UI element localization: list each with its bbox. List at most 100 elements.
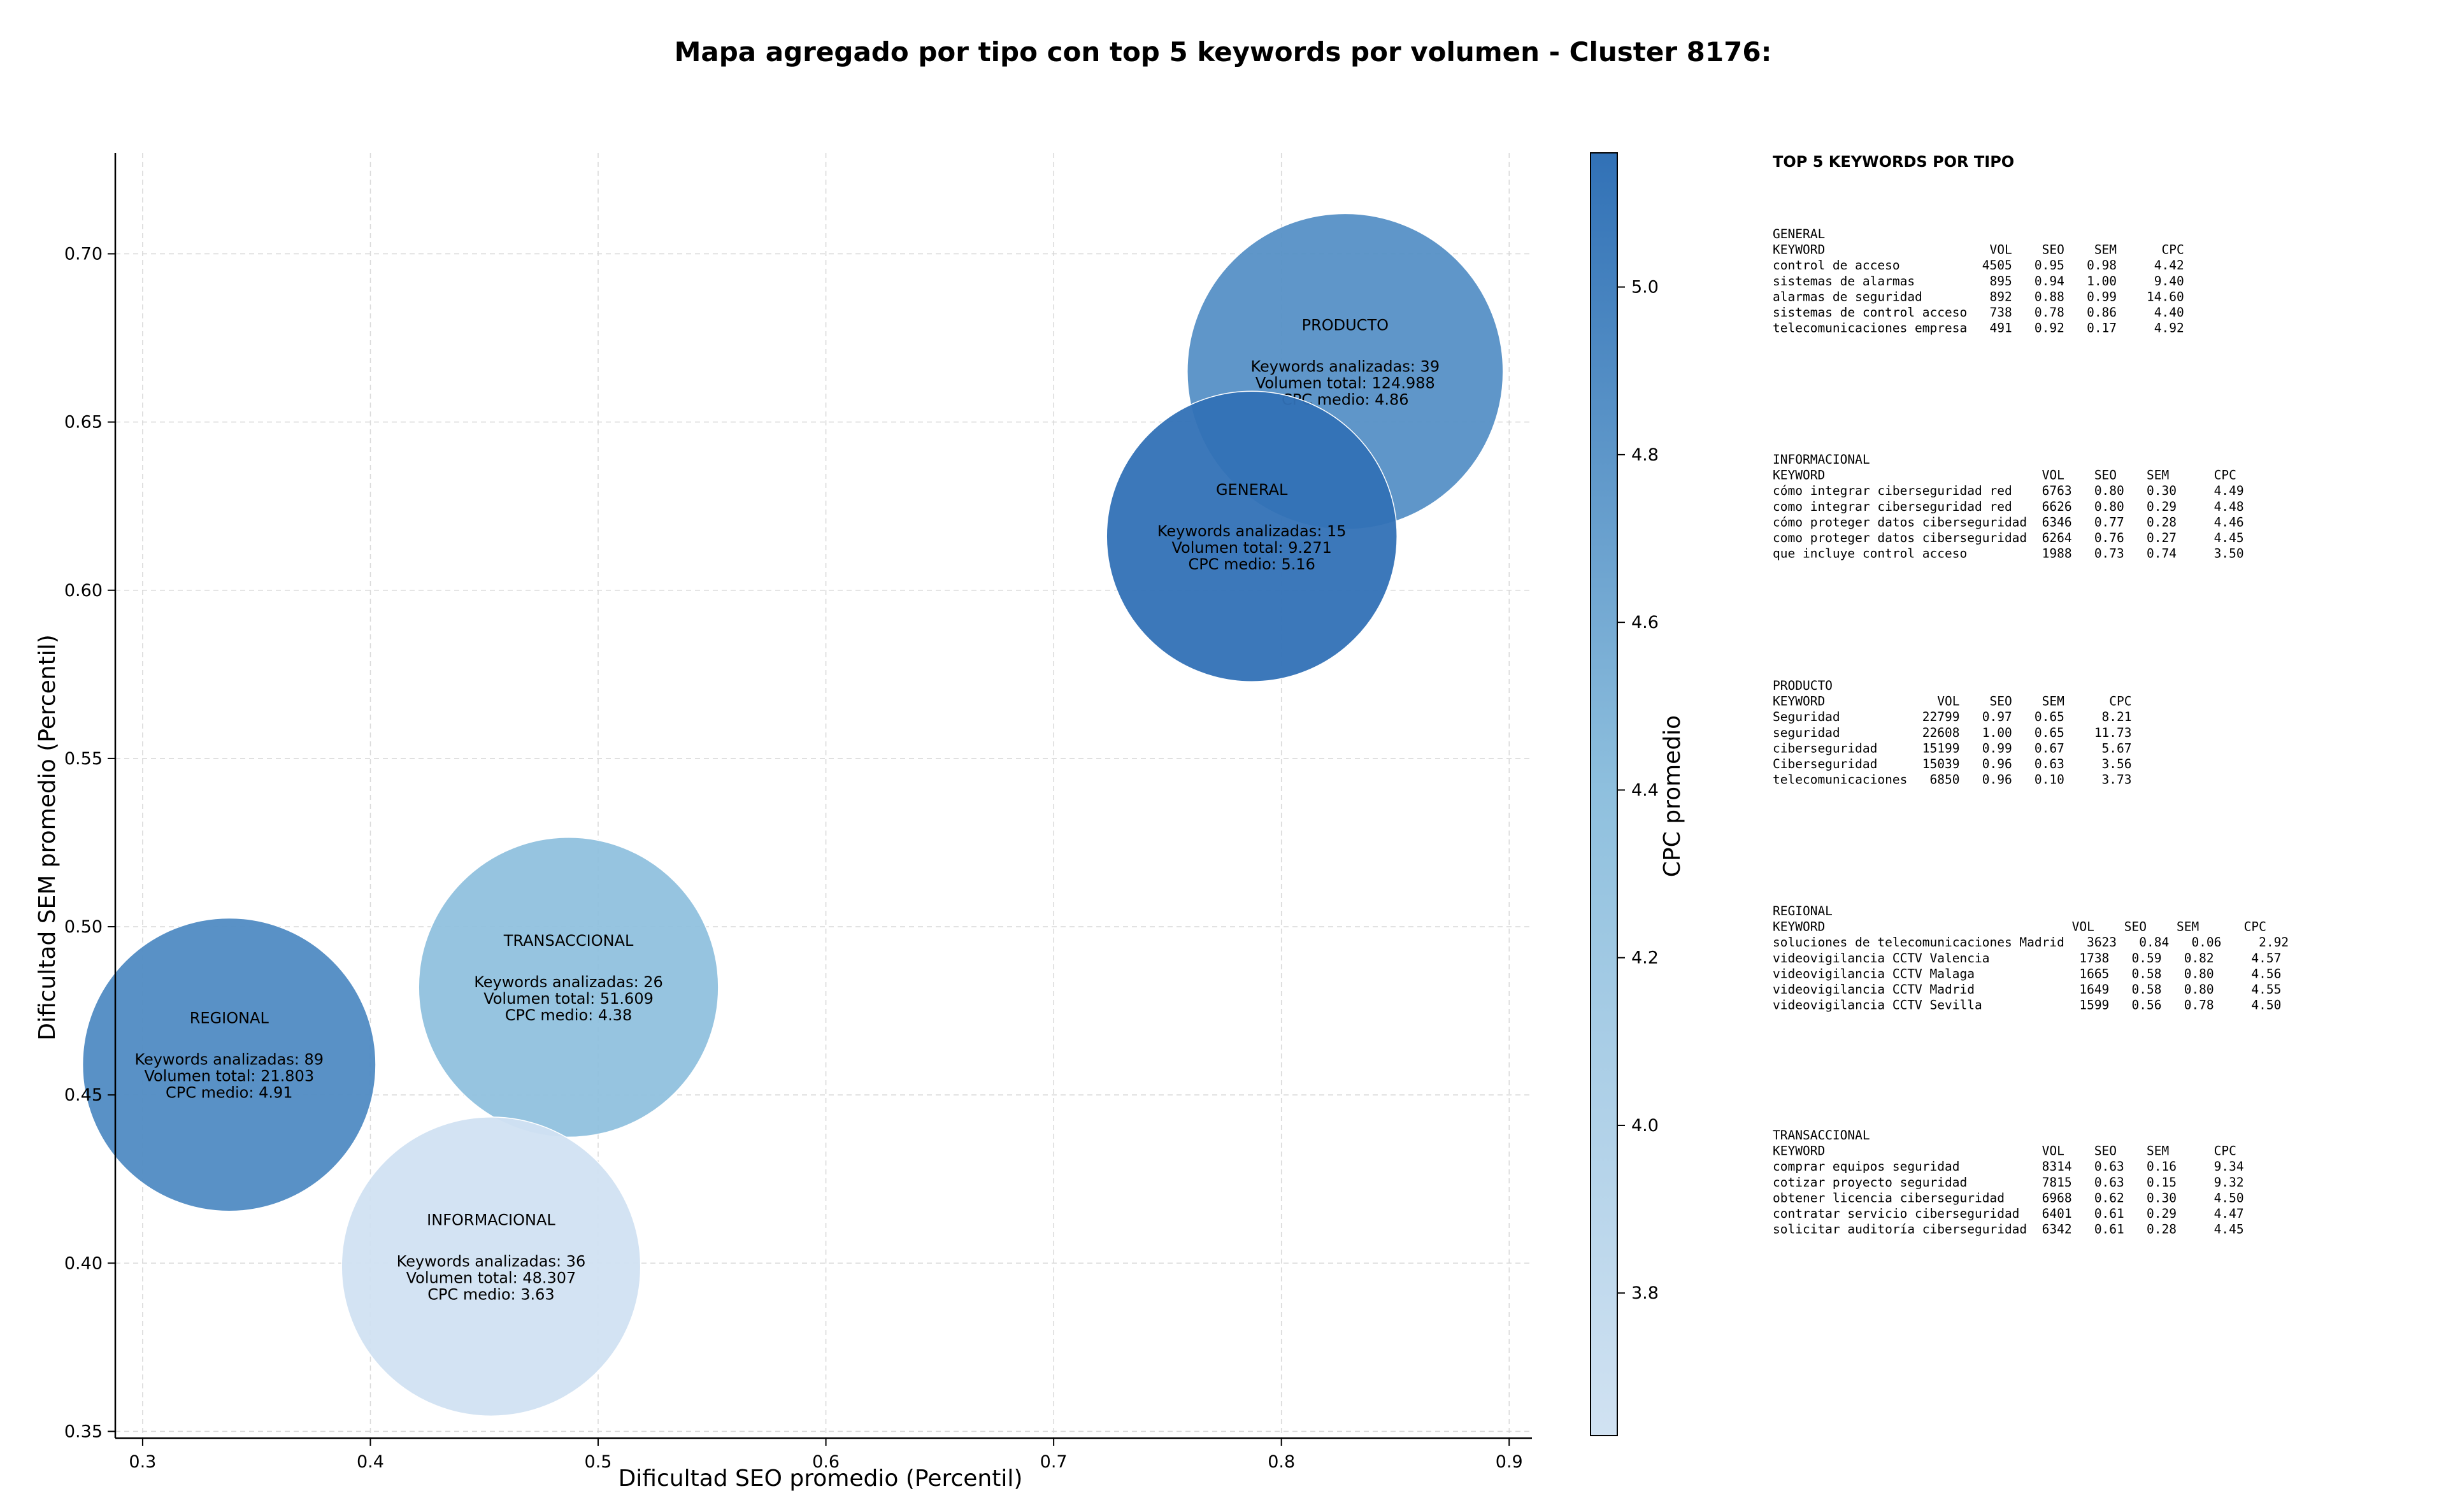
bubble-keywords: Keywords analizadas: 36 bbox=[397, 1253, 586, 1271]
bubble-circle bbox=[418, 837, 719, 1138]
y-tick-label: 0.55 bbox=[64, 749, 103, 769]
keyword-row: videovigilancia CCTV Sevilla 1599 0.56 0… bbox=[1773, 998, 2281, 1013]
keyword-block-title: PRODUCTO bbox=[1773, 678, 1833, 693]
colorbar-tick-label: 4.4 bbox=[1631, 780, 1659, 800]
keyword-block-title: INFORMACIONAL bbox=[1773, 452, 1870, 467]
colorbar: 3.8 4.0 4.2 4.4 4.6 4.8 5.0 bbox=[1590, 152, 1659, 1436]
x-tick-label: 0.6 bbox=[812, 1452, 840, 1472]
x-tick-label: 0.3 bbox=[129, 1452, 156, 1472]
x-tick-label: 0.9 bbox=[1496, 1452, 1523, 1472]
y-tick-label: 0.45 bbox=[64, 1085, 103, 1105]
keyword-row: cómo proteger datos ciberseguridad 6346 … bbox=[1773, 515, 2244, 529]
bubble-cpc: CPC medio: 3.63 bbox=[427, 1286, 555, 1304]
bubble-label: PRODUCTO bbox=[1302, 316, 1389, 334]
bubble-cpc: CPC medio: 4.91 bbox=[166, 1084, 293, 1102]
y-tick-label: 0.60 bbox=[64, 581, 103, 601]
colorbar-tick-label: 4.0 bbox=[1631, 1116, 1659, 1136]
keyword-row: videovigilancia CCTV Madrid 1649 0.58 0.… bbox=[1773, 982, 2281, 997]
x-tick-label: 0.4 bbox=[357, 1452, 384, 1472]
keyword-block-regional: REGIONAL KEYWORD VOL SEO SEM CPCsolucione… bbox=[1773, 904, 2289, 1013]
bubble-circle bbox=[82, 917, 376, 1212]
bubble-label: GENERAL bbox=[1216, 481, 1288, 499]
keyword-row: solicitar auditoría ciberseguridad 6342 … bbox=[1773, 1222, 2244, 1237]
bubble-transaccional: TRANSACCIONAL Keywords analizadas: 26Volu… bbox=[418, 837, 719, 1138]
bubble-volume: Volumen total: 51.609 bbox=[483, 990, 654, 1008]
keyword-block-title: REGIONAL bbox=[1773, 904, 1833, 918]
keyword-table-header: KEYWORD VOL SEO SEM CPC bbox=[1773, 243, 2184, 257]
bubble-label: INFORMACIONAL bbox=[427, 1211, 555, 1229]
bubble-cpc: CPC medio: 4.38 bbox=[505, 1006, 633, 1024]
side-panel-title: TOP 5 KEYWORDS POR TIPO bbox=[1773, 153, 2014, 171]
bubble-volume: Volumen total: 21.803 bbox=[144, 1067, 314, 1085]
keyword-row: cómo integrar ciberseguridad red 6763 0.… bbox=[1773, 483, 2244, 498]
colorbar-gradient bbox=[1590, 152, 1618, 1436]
keyword-row: contratar servicio ciberseguridad 6401 0… bbox=[1773, 1206, 2244, 1221]
colorbar-tick-label: 4.2 bbox=[1631, 948, 1659, 968]
keyword-row: control de acceso 4505 0.95 0.98 4.42 bbox=[1773, 258, 2184, 273]
keyword-row: soluciones de telecomunicaciones Madrid … bbox=[1773, 935, 2289, 950]
keyword-row: videovigilancia CCTV Malaga 1665 0.58 0.… bbox=[1773, 966, 2281, 981]
keyword-block-title: TRANSACCIONAL bbox=[1773, 1128, 1870, 1143]
bubble-circle bbox=[341, 1116, 641, 1417]
chart-title: Mapa agregado por tipo con top 5 keyword… bbox=[675, 36, 1772, 68]
x-tick-label: 0.7 bbox=[1040, 1452, 1068, 1472]
bubble-informacional: INFORMACIONAL Keywords analizadas: 36Volu… bbox=[341, 1116, 641, 1417]
y-tick-label: 0.35 bbox=[64, 1422, 103, 1441]
keyword-row: videovigilancia CCTV Valencia 1738 0.59 … bbox=[1773, 951, 2281, 966]
colorbar-tick-label: 4.6 bbox=[1631, 613, 1659, 632]
keyword-table-header: KEYWORD VOL SEO SEM CPC bbox=[1773, 468, 2236, 483]
keyword-row: cotizar proyecto seguridad 7815 0.63 0.1… bbox=[1773, 1175, 2244, 1190]
colorbar-tick-label: 5.0 bbox=[1631, 278, 1659, 297]
keyword-row: Ciberseguridad 15039 0.96 0.63 3.56 bbox=[1773, 757, 2132, 771]
y-tick-label: 0.65 bbox=[64, 413, 103, 432]
bubble-circle bbox=[1106, 390, 1398, 682]
keyword-row: telecomunicaciones empresa 491 0.92 0.17… bbox=[1773, 321, 2184, 336]
keyword-row: como proteger datos ciberseguridad 6264 … bbox=[1773, 531, 2244, 545]
keyword-table-header: KEYWORD VOL SEO SEM CPC bbox=[1773, 1144, 2236, 1159]
bubble-keywords: Keywords analizadas: 15 bbox=[1157, 522, 1347, 540]
keyword-row: comprar equipos seguridad 8314 0.63 0.16… bbox=[1773, 1159, 2244, 1174]
bubble-keywords: Keywords analizadas: 39 bbox=[1250, 357, 1440, 375]
bubble-volume: Volumen total: 9.271 bbox=[1172, 539, 1332, 557]
colorbar-tick-label: 3.8 bbox=[1631, 1283, 1659, 1303]
keyword-row: sistemas de alarmas 895 0.94 1.00 9.40 bbox=[1773, 274, 2184, 289]
y-tick-label: 0.70 bbox=[64, 244, 103, 264]
y-tick-label: 0.40 bbox=[64, 1253, 103, 1273]
axes: 0.3 0.4 0.5 0.6 0.7 0.8 0.9 0.35 0.40 0.45 0.50 0.5… bbox=[64, 153, 1532, 1472]
keyword-row: que incluye control acceso 1988 0.73 0.7… bbox=[1773, 546, 2244, 561]
colorbar-tick-label: 4.8 bbox=[1631, 445, 1659, 465]
keyword-row: obtener licencia ciberseguridad 6968 0.6… bbox=[1773, 1190, 2244, 1205]
bubble-volume: Volumen total: 124.988 bbox=[1255, 374, 1435, 392]
keyword-row: ciberseguridad 15199 0.99 0.67 5.67 bbox=[1773, 741, 2132, 755]
keyword-row: seguridad 22608 1.00 0.65 11.73 bbox=[1773, 725, 2132, 740]
bubble-keywords: Keywords analizadas: 26 bbox=[474, 973, 663, 991]
keyword-table-header: KEYWORD VOL SEO SEM CPC bbox=[1773, 694, 2132, 709]
colorbar-label: CPC promedio bbox=[1659, 715, 1685, 877]
keyword-row: Seguridad 22799 0.97 0.65 8.21 bbox=[1773, 710, 2132, 724]
x-axis-label: Dificultad SEO promedio (Percentil) bbox=[619, 1466, 1023, 1492]
keyword-block-title: GENERAL bbox=[1773, 227, 1825, 241]
x-tick-label: 0.5 bbox=[585, 1452, 612, 1472]
bubble-volume: Volumen total: 48.307 bbox=[406, 1269, 576, 1287]
keyword-row: como integrar ciberseguridad red 6626 0.… bbox=[1773, 499, 2244, 514]
bubble-label: REGIONAL bbox=[190, 1009, 269, 1027]
keyword-row: sistemas de control acceso 738 0.78 0.86… bbox=[1773, 305, 2184, 320]
keyword-row: alarmas de seguridad 892 0.88 0.99 14.60 bbox=[1773, 289, 2184, 304]
keyword-table-header: KEYWORD VOL SEO SEM CPC bbox=[1773, 920, 2266, 934]
keyword-row: telecomunicaciones 6850 0.96 0.10 3.73 bbox=[1773, 773, 2132, 787]
y-axis-label: Dificultad SEM promedio (Percentil) bbox=[34, 634, 61, 1041]
bubble-label: TRANSACCIONAL bbox=[503, 932, 634, 950]
bubble-keywords: Keywords analizadas: 89 bbox=[134, 1051, 324, 1069]
x-tick-label: 0.8 bbox=[1268, 1452, 1295, 1472]
bubble-cpc: CPC medio: 5.16 bbox=[1188, 555, 1315, 573]
y-tick-label: 0.50 bbox=[64, 917, 103, 937]
